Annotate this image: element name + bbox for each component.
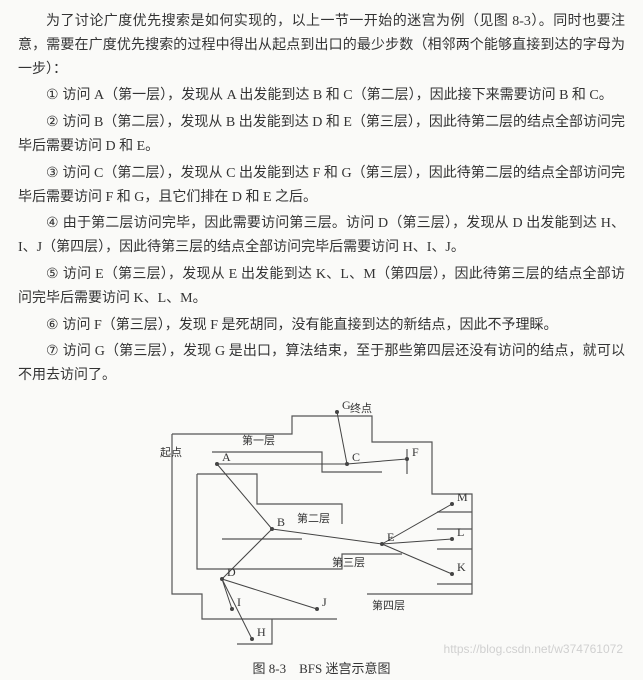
svg-text:F: F: [412, 445, 419, 459]
svg-text:起点: 起点: [160, 446, 182, 459]
svg-text:B: B: [277, 515, 285, 529]
svg-text:D: D: [227, 565, 236, 579]
svg-text:J: J: [322, 595, 327, 609]
svg-text:终点: 终点: [350, 401, 372, 415]
step-number: ③: [46, 164, 62, 180]
step-paragraph: ③ 访问 C（第二层），发现从 C 出发能到达 F 和 G（第三层），因此待第二…: [18, 161, 625, 210]
step-paragraph: ⑤ 访问 E（第三层），发现从 E 出发能到达 K、L、M（第四层），因此待第三…: [18, 262, 625, 311]
step-number: ②: [46, 113, 62, 129]
step-paragraph: ④ 由于第二层访问完毕，因此需要访问第三层。访问 D（第三层），发现从 D 出发…: [18, 211, 625, 260]
svg-text:I: I: [237, 595, 241, 609]
step-text: 访问 F（第三层），发现 F 是死胡同，没有能直接到达的新结点，因此不予理睬。: [62, 318, 557, 333]
step-text: 访问 E（第三层），发现从 E 出发能到达 K、L、M（第四层），因此待第三层的…: [18, 267, 625, 306]
step-text: 访问 A（第一层），发现从 A 出发能到达 B 和 C（第二层），因此接下来需要…: [62, 88, 612, 103]
svg-text:E: E: [387, 530, 394, 544]
step-number: ⑤: [46, 265, 63, 281]
step-text: 访问 G（第三层），发现 G 是出口，算法结束，至于那些第四层还没有访问的结点，…: [18, 344, 625, 383]
svg-text:H: H: [257, 625, 266, 639]
step-paragraph: ① 访问 A（第一层），发现从 A 出发能到达 B 和 C（第二层），因此接下来…: [18, 83, 625, 108]
diagram-container: ABCDEFGHIJKLM第一层第二层第三层第四层起点终点: [18, 394, 625, 654]
step-text: 由于第二层访问完毕，因此需要访问第三层。访问 D（第三层），发现从 D 出发能到…: [18, 216, 625, 255]
step-number: ①: [46, 86, 62, 102]
step-text: 访问 C（第二层），发现从 C 出发能到达 F 和 G（第三层），因此待第二层的…: [18, 166, 625, 205]
svg-text:K: K: [457, 560, 466, 574]
svg-text:第一层: 第一层: [242, 433, 275, 447]
step-text: 访问 B（第二层），发现从 B 出发能到达 D 和 E（第三层），因此待第二层的…: [18, 115, 625, 154]
maze-diagram: ABCDEFGHIJKLM第一层第二层第三层第四层起点终点: [142, 394, 502, 654]
watermark: https://blog.csdn.net/w374761072: [444, 639, 623, 659]
svg-text:C: C: [352, 450, 360, 464]
step-number: ⑥: [46, 316, 62, 332]
step-paragraph: ② 访问 B（第二层），发现从 B 出发能到达 D 和 E（第三层），因此待第二…: [18, 110, 625, 159]
svg-text:第三层: 第三层: [332, 555, 365, 569]
step-number: ④: [46, 214, 63, 230]
svg-text:第二层: 第二层: [297, 511, 330, 525]
svg-text:第四层: 第四层: [372, 598, 405, 612]
step-paragraph: ⑥ 访问 F（第三层），发现 F 是死胡同，没有能直接到达的新结点，因此不予理睬…: [18, 313, 625, 338]
step-paragraph: ⑦ 访问 G（第三层），发现 G 是出口，算法结束，至于那些第四层还没有访问的结…: [18, 339, 625, 388]
svg-text:A: A: [222, 450, 231, 464]
figure-caption: 图 8-3 BFS 迷宫示意图: [18, 658, 625, 680]
intro-paragraph: 为了讨论广度优先搜索是如何实现的，以上一节一开始的迷宫为例（见图 8-3）。同时…: [18, 10, 625, 81]
svg-text:L: L: [457, 525, 464, 539]
step-number: ⑦: [46, 342, 63, 358]
svg-text:M: M: [457, 490, 468, 504]
